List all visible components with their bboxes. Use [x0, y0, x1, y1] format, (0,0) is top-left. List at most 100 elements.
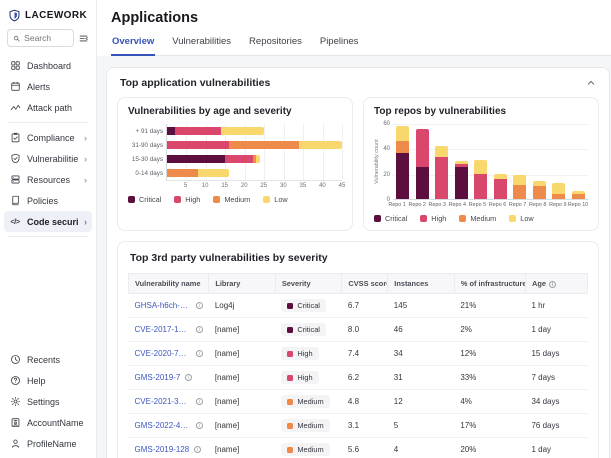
info-icon[interactable]: i: [196, 398, 203, 405]
sidebar-item-label: Dashboard: [27, 61, 87, 71]
severity-badge: High: [281, 371, 318, 384]
bar-segment-low[interactable]: [299, 141, 342, 149]
bar-segment-low[interactable]: [552, 183, 565, 194]
sidebar-item-settings[interactable]: Settings: [4, 391, 92, 412]
bar-column-repo-6: [494, 174, 507, 199]
info-icon[interactable]: i: [194, 446, 201, 453]
bar-segment-critical[interactable]: [167, 155, 225, 163]
x-axis: 51015202530354045: [166, 180, 342, 189]
sidebar-item-dashboard[interactable]: Dashboard: [4, 55, 92, 76]
bar-segment-high[interactable]: [474, 174, 487, 199]
sidebar-item-compliance[interactable]: Compliance›: [4, 127, 92, 148]
sidebar-item-label: Compliance: [27, 133, 78, 143]
instances-cell: 34: [388, 342, 455, 366]
bar-segment-low[interactable]: [256, 155, 260, 163]
bar-segment-medium[interactable]: [572, 194, 585, 199]
table-row: CVE-2020-7598i[name]High7.43412%15 days: [129, 342, 588, 366]
bar-segment-low[interactable]: [198, 169, 229, 177]
info-icon[interactable]: i: [196, 302, 203, 309]
info-icon[interactable]: i: [196, 422, 203, 429]
x-tick-label: 30: [280, 183, 287, 189]
alerts-icon: [9, 81, 21, 93]
bar-segment-high[interactable]: [435, 157, 448, 199]
legend-item-medium: Medium: [459, 214, 496, 223]
column-header-cvss-score[interactable]: CVSS scorei: [342, 274, 388, 294]
tab-vulnerabilities[interactable]: Vulnerabilities: [171, 36, 232, 55]
bar-segment-high[interactable]: [167, 141, 229, 149]
vulnerability-link[interactable]: GMS-2019-7i: [135, 373, 203, 382]
chevron-up-icon[interactable]: [586, 78, 596, 88]
column-header-library[interactable]: Library: [209, 274, 276, 294]
tab-pipelines[interactable]: Pipelines: [319, 36, 360, 55]
column-header-age[interactable]: Agei: [525, 274, 587, 294]
bar-segment-medium[interactable]: [513, 185, 526, 199]
x-tick-label: 45: [339, 183, 346, 189]
bar-segment-critical[interactable]: [167, 127, 175, 135]
bar-segment-critical[interactable]: [396, 153, 409, 199]
bar-segment-critical[interactable]: [455, 167, 468, 199]
x-tick-label: 10: [202, 183, 209, 189]
bar-segment-high[interactable]: [175, 127, 222, 135]
bar-segment-low[interactable]: [474, 160, 487, 174]
info-icon[interactable]: i: [196, 326, 203, 333]
bar-segment-low[interactable]: [221, 127, 264, 135]
bar-segment-medium[interactable]: [396, 141, 409, 154]
help-icon: [9, 375, 21, 387]
severity-color-square: [287, 327, 293, 333]
vulnerability-link[interactable]: GMS-2022-4708i: [135, 421, 203, 430]
age-cell: 76 days: [525, 414, 587, 438]
bar-segment-low[interactable]: [396, 126, 409, 141]
bar-segment-medium[interactable]: [229, 141, 299, 149]
legend-label: Critical: [385, 214, 407, 223]
chevron-right-icon: ›: [84, 217, 87, 227]
bar-segment-low[interactable]: [435, 146, 448, 157]
column-header--of-infrastructure[interactable]: % of infrastructurei: [454, 274, 525, 294]
account-icon: [9, 417, 21, 429]
collapse-sidebar-icon[interactable]: [78, 33, 89, 44]
sidebar-item-accountname[interactable]: AccountName: [4, 412, 92, 433]
table-row: GMS-2022-4708i[name]Medium3.1517%76 days: [129, 414, 588, 438]
sidebar-item-profilename[interactable]: ProfileName: [4, 433, 92, 454]
column-header-vulnerability-name[interactable]: Vulnerability name: [129, 274, 209, 294]
column-header-severity[interactable]: Severity: [275, 274, 342, 294]
vulnerability-link[interactable]: CVE-2017-16042i: [135, 325, 203, 334]
sidebar-item-recents[interactable]: Recents: [4, 349, 92, 370]
instances-cell: 4: [388, 438, 455, 458]
table-body: GHSA-h6ch-v84...iLog4jCritical6.714521%1…: [129, 294, 588, 458]
bar-segment-high[interactable]: [225, 155, 252, 163]
sidebar-item-code-security[interactable]: </>Code security›: [4, 211, 92, 232]
bar-segment-high[interactable]: [494, 179, 507, 199]
tab-overview[interactable]: Overview: [111, 36, 155, 56]
legend-item-high: High: [420, 214, 446, 223]
tab-repositories[interactable]: Repositories: [248, 36, 303, 55]
category-label: 31-90 days: [129, 142, 163, 149]
sidebar-item-help[interactable]: Help: [4, 370, 92, 391]
x-tick-label: Repo 4: [447, 202, 467, 208]
page-header: Applications OverviewVulnerabilitiesRepo…: [97, 0, 611, 56]
bar-segment-medium[interactable]: [167, 169, 198, 177]
sidebar-item-attack-path[interactable]: Attack path: [4, 97, 92, 118]
sidebar-item-alerts[interactable]: Alerts: [4, 76, 92, 97]
y-tick-label: 60: [383, 121, 390, 127]
vulnerability-link[interactable]: CVE-2021-3807i: [135, 397, 203, 406]
vulnerability-link[interactable]: CVE-2020-7598i: [135, 349, 203, 358]
info-icon[interactable]: i: [185, 374, 192, 381]
bar-segment-high[interactable]: [416, 129, 429, 167]
severity-color-square: [287, 351, 293, 357]
search-input[interactable]: [24, 33, 68, 43]
sidebar-item-policies[interactable]: Policies: [4, 190, 92, 211]
infrastructure-cell: 4%: [454, 390, 525, 414]
info-icon[interactable]: i: [196, 350, 203, 357]
bar-segment-medium[interactable]: [533, 186, 546, 199]
info-icon[interactable]: i: [549, 281, 556, 288]
sidebar-item-resources[interactable]: Resources›: [4, 169, 92, 190]
bar-segment-medium[interactable]: [552, 194, 565, 199]
severity-label: Critical: [297, 325, 320, 334]
column-header-instances[interactable]: Instances: [388, 274, 455, 294]
bar-segment-low[interactable]: [513, 175, 526, 185]
search-box[interactable]: [7, 29, 74, 47]
bar-segment-critical[interactable]: [416, 167, 429, 199]
sidebar-item-vulnerabilities[interactable]: Vulnerabilities›: [4, 148, 92, 169]
vulnerability-link[interactable]: GMS-2019-128i: [135, 445, 203, 454]
vulnerability-link[interactable]: GHSA-h6ch-v84...i: [135, 301, 203, 310]
